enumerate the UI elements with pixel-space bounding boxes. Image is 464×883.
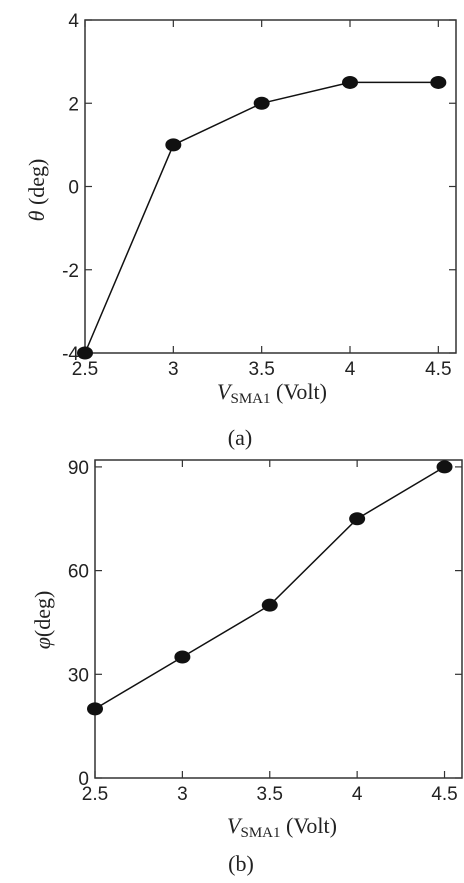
chart-a-plot-frame — [84, 19, 457, 354]
chart-a-caption: (a) — [228, 425, 252, 450]
chart-b-x-tick-labels: 2.5 3 3.5 4 4.5 — [82, 784, 458, 805]
chart-b-y-tick-labels: 90 60 30 0 — [68, 458, 89, 790]
chart-b-series-line — [94, 466, 445, 710]
y-tick-label: 90 — [68, 458, 89, 479]
x-tick-label: 3 — [168, 359, 179, 380]
x-tick-label: 3.5 — [257, 784, 283, 805]
x-tick-label: 4 — [345, 359, 356, 380]
x-tick-label: 2.5 — [72, 359, 98, 380]
y-tick-label: 30 — [68, 665, 89, 686]
chart-b-caption: (b) — [228, 851, 254, 876]
chart-a-xlabel: VSMA1 (Volt) — [217, 379, 327, 407]
data-point — [174, 650, 191, 664]
x-tick-label: 4.5 — [425, 359, 451, 380]
y-tick-label: 2 — [68, 94, 79, 115]
data-point — [253, 96, 270, 110]
data-point — [436, 460, 453, 474]
x-tick-label: 4 — [352, 784, 363, 805]
y-tick-label: 60 — [68, 562, 89, 583]
x-tick-label: 4.5 — [431, 784, 457, 805]
y-tick-label: -2 — [62, 261, 79, 282]
chart-b-ticks — [94, 460, 462, 779]
data-point — [430, 75, 447, 89]
y-tick-label: 0 — [68, 178, 79, 199]
data-point — [165, 138, 182, 152]
chart-b-plot-frame — [94, 459, 463, 779]
y-tick-label: 4 — [68, 11, 79, 32]
data-point — [261, 598, 278, 612]
chart-a-ticks — [84, 19, 456, 354]
data-point — [342, 75, 358, 89]
chart-a-series-line — [84, 81, 439, 354]
x-tick-label: 3.5 — [248, 359, 274, 380]
x-tick-label: 3 — [177, 784, 188, 805]
data-point — [87, 702, 103, 716]
chart-a-points — [77, 75, 447, 360]
data-point — [77, 346, 93, 360]
chart-a: 4 2 0 -2 -4 2.5 3 3.5 4 4.5 θ (deg) VSMA1 (Volt)… — [24, 11, 457, 450]
chart-b-points — [87, 460, 453, 716]
y-tick-label: 0 — [78, 769, 89, 790]
x-tick-label: 2.5 — [82, 784, 108, 805]
y-tick-label: -4 — [62, 344, 79, 365]
data-point — [349, 512, 366, 526]
chart-b-ylabel: φ(deg) — [30, 591, 55, 650]
chart-b-xlabel: VSMA1 (Volt) — [227, 813, 337, 841]
chart-a-ylabel: θ (deg) — [24, 159, 49, 222]
chart-a-y-tick-labels: 4 2 0 -2 -4 — [62, 11, 79, 365]
chart-a-x-tick-labels: 2.5 3 3.5 4 4.5 — [72, 359, 452, 380]
